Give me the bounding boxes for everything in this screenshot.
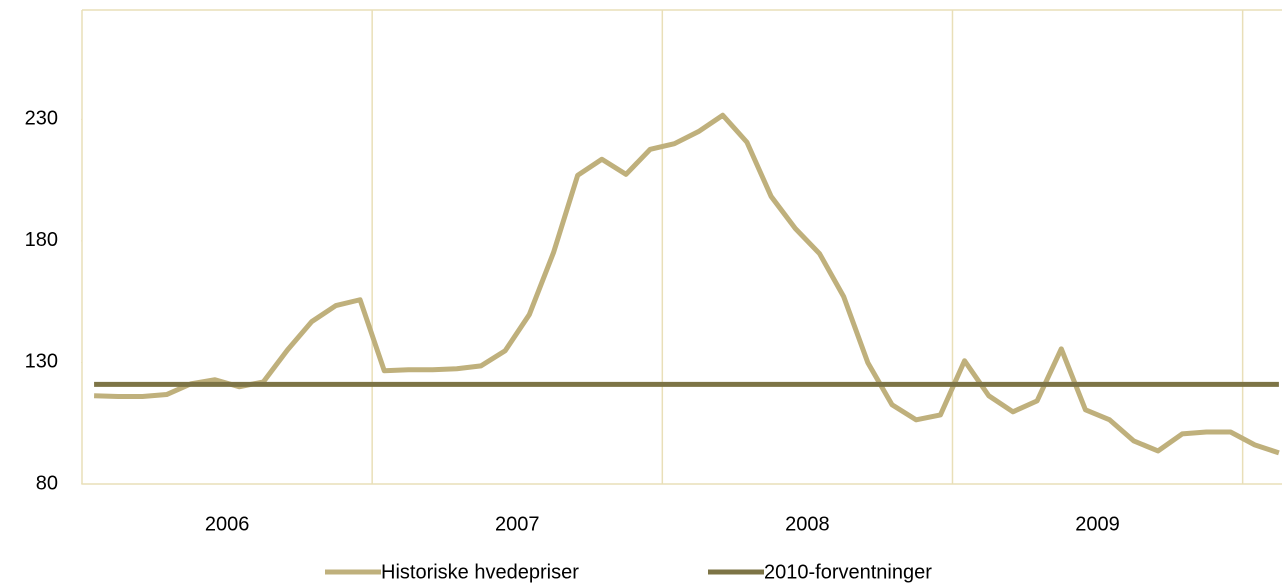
legend-label: Historiske hvedepriser [381,561,579,583]
x-tick-label: 2009 [1075,513,1120,535]
x-tick-label: 2006 [205,513,250,535]
x-tick-label: 2007 [495,513,540,535]
x-tick-label: 2008 [785,513,830,535]
y-tick-label: 230 [25,108,58,130]
y-tick-label: 180 [25,229,58,251]
series-line [94,112,1280,456]
y-tick-label: 130 [25,351,58,373]
legend-label: 2010-forventninger [764,561,932,583]
y-tick-label: 80 [36,472,58,494]
